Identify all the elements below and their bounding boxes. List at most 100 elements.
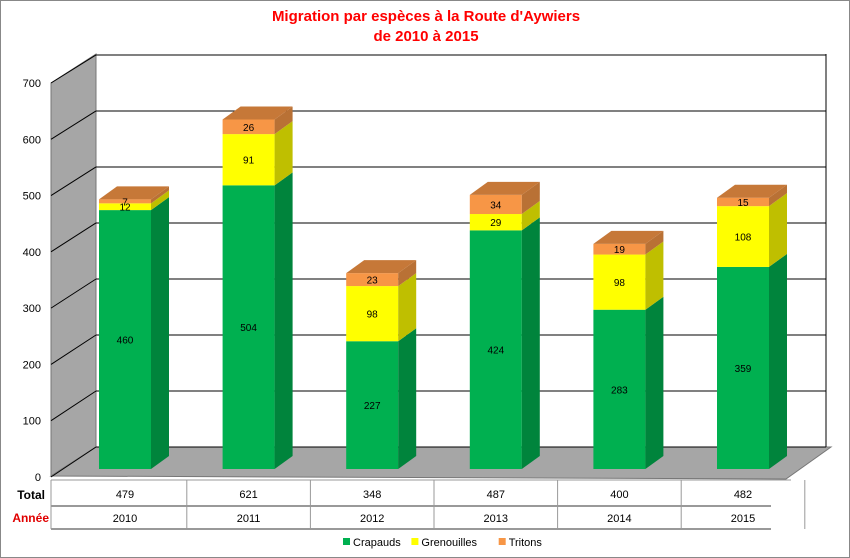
table-total-cell: 487 [487,489,505,501]
bar-segment [99,203,151,211]
legend-swatch [411,538,419,545]
gridline-side [50,278,97,309]
gridline-side [50,390,97,422]
chart-title: Migration par espèces à la Route d'Aywie… [272,8,580,25]
data-label: 23 [367,276,379,287]
bar-segment [717,206,769,267]
bar-segment [99,199,151,204]
bar-side [645,296,664,469]
bar-segment [346,286,399,342]
side-wall [50,53,97,477]
data-label: 460 [117,336,134,347]
gridline-side [50,54,97,84]
data-label: 34 [490,200,502,211]
bar-side [398,273,417,342]
data-label: 29 [490,218,502,229]
data-label: 283 [611,385,628,396]
bar-side [151,190,169,211]
bar-segment [469,194,522,215]
bar-segment [346,341,399,469]
gridline-side [50,166,97,196]
bar-segment [346,273,399,287]
bar-segment [717,197,769,207]
bar-segment [717,266,769,469]
data-label: 15 [737,198,749,209]
bar-side [769,253,787,469]
bar-top [469,181,540,195]
bar-side [274,106,293,135]
data-label: 7 [122,197,128,208]
table-total-cell: 621 [239,489,257,501]
bar-side [769,193,787,267]
bar-side [274,121,293,186]
data-label: 108 [735,233,752,244]
bar-segment [99,210,151,470]
table-year-cell: 2014 [607,513,631,525]
gridline-side [50,446,97,478]
bar-top [222,106,293,120]
table-total-cell: 479 [116,489,134,501]
data-label: 26 [243,123,255,134]
table-total-label: Total [17,488,45,502]
gridline-side [50,110,97,140]
y-tick-label: 100 [23,416,41,428]
bar-side [398,260,417,287]
table-year-cell: 2011 [237,513,261,525]
data-label: 504 [240,323,257,334]
table-year-cell: 2010 [113,513,137,525]
bar-side [645,230,664,255]
data-label: 91 [243,156,255,167]
table-total-cell: 348 [363,489,381,501]
bar-segment [593,243,646,255]
gridline-side [50,334,97,365]
y-tick-label: 700 [23,78,41,90]
table-total-cell: 482 [734,489,752,501]
bar-segment [593,309,646,469]
bar-segment [469,214,522,231]
bar-segment [469,230,522,469]
bar-side [521,217,540,469]
bar-top [717,184,787,198]
legend-label: Tritons [509,537,543,549]
legend-swatch [498,538,506,545]
data-label: 424 [487,346,504,357]
y-tick-label: 300 [23,303,41,315]
bar-side [521,181,540,215]
bar-side [645,241,664,310]
bar-segment [222,185,275,469]
y-tick-label: 600 [23,134,41,146]
table-year-cell: 2013 [484,513,508,525]
y-tick-label: 400 [23,247,41,259]
bar-segment [593,254,646,310]
gridline-side [50,222,97,253]
data-label: 98 [614,278,626,289]
data-label: 12 [119,203,131,214]
bar-top [593,230,664,244]
bar-segment [222,119,275,135]
bar-side [151,186,169,204]
bar-side [151,197,169,470]
table-total-cell: 400 [610,489,628,501]
legend-label: Crapauds [353,537,401,549]
data-label: 98 [367,310,379,321]
bar-side [521,201,540,231]
y-tick-label: 500 [23,191,41,203]
chart-subtitle: de 2010 à 2015 [373,28,478,45]
y-tick-label: 0 [35,472,41,484]
legend-label: Grenouilles [421,537,477,549]
bar-side [274,172,293,469]
bar-side [769,184,787,207]
bar-top [346,260,417,274]
y-tick-label: 200 [23,359,41,371]
data-label: 19 [614,245,626,256]
data-label: 359 [735,364,752,375]
bar-side [398,328,417,469]
data-label: 227 [364,401,381,412]
bar-segment [222,134,275,186]
table-year-label: Année [12,511,49,525]
legend-swatch [343,538,350,545]
bar-top [99,186,169,200]
table-year-cell: 2012 [360,513,384,525]
